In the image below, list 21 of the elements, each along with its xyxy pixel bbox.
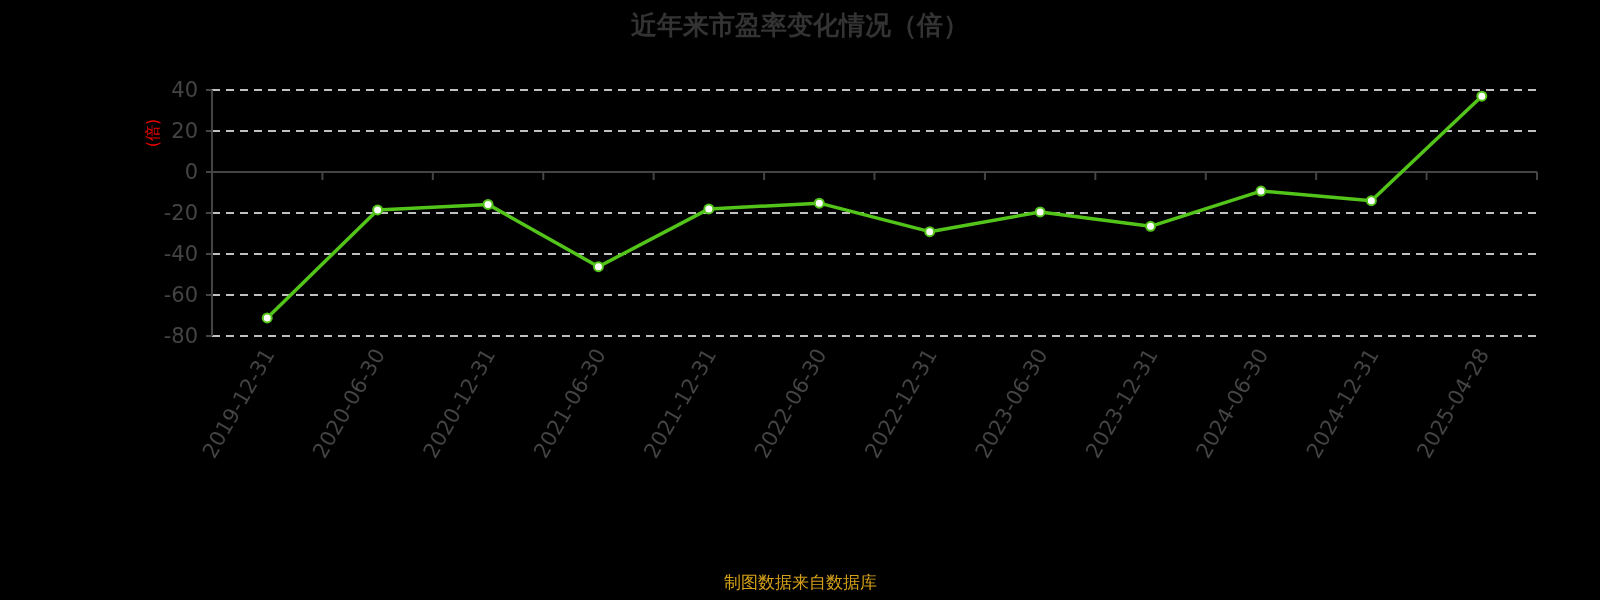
- y-tick-label: -60: [163, 283, 198, 307]
- point: [1145, 220, 1157, 232]
- point: [1034, 206, 1046, 218]
- point: [1476, 90, 1488, 102]
- point: [924, 226, 936, 238]
- y-tick-label: -20: [163, 201, 198, 225]
- point: [372, 204, 384, 216]
- text: 制图数据来自数据库: [723, 572, 877, 592]
- y-tick-label: -80: [163, 324, 198, 348]
- point: [482, 198, 494, 210]
- point: [1365, 195, 1377, 207]
- y-axis-title: (倍): [143, 118, 162, 148]
- y-tick-label: -40: [163, 242, 198, 266]
- point: [261, 312, 273, 324]
- point: [813, 197, 825, 209]
- y-tick-label: 20: [171, 119, 198, 143]
- point: [1255, 185, 1267, 197]
- point: [703, 203, 715, 215]
- y-tick-label: 40: [171, 78, 198, 102]
- y-tick-label: 0: [184, 160, 198, 184]
- point: [592, 261, 604, 273]
